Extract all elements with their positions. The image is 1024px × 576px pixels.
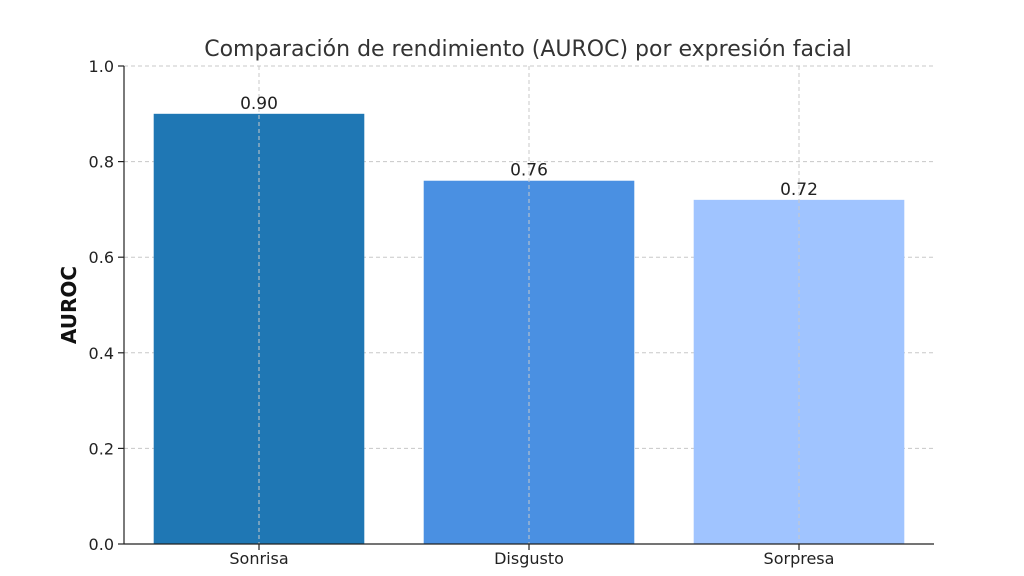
y-axis-label: AUROC	[57, 266, 81, 344]
label-layer: 0.0 0.2 0.4 0.6 0.8 1.0 Sonrisa 0.90 Disgusto 0.7…	[89, 57, 835, 568]
axis-layer	[118, 65, 934, 550]
y-tick-label: 0.6	[89, 248, 114, 267]
y-tick-label: 0.4	[89, 344, 114, 363]
y-tick-label: 0.2	[89, 439, 114, 458]
x-tick-label: Sonrisa	[229, 549, 288, 568]
data-label: 0.72	[780, 180, 818, 200]
y-tick-label: 0.0	[89, 535, 114, 554]
data-label: 0.90	[240, 94, 278, 114]
y-tick-label: 0.8	[89, 153, 114, 172]
y-tick-label: 1.0	[89, 57, 114, 76]
chart-title: Comparación de rendimiento (AUROC) por e…	[204, 37, 852, 62]
x-grid-layer	[258, 66, 800, 544]
data-label: 0.76	[510, 161, 548, 181]
x-tick-label: Disgusto	[494, 549, 564, 568]
x-tick-label: Sorpresa	[764, 549, 835, 568]
